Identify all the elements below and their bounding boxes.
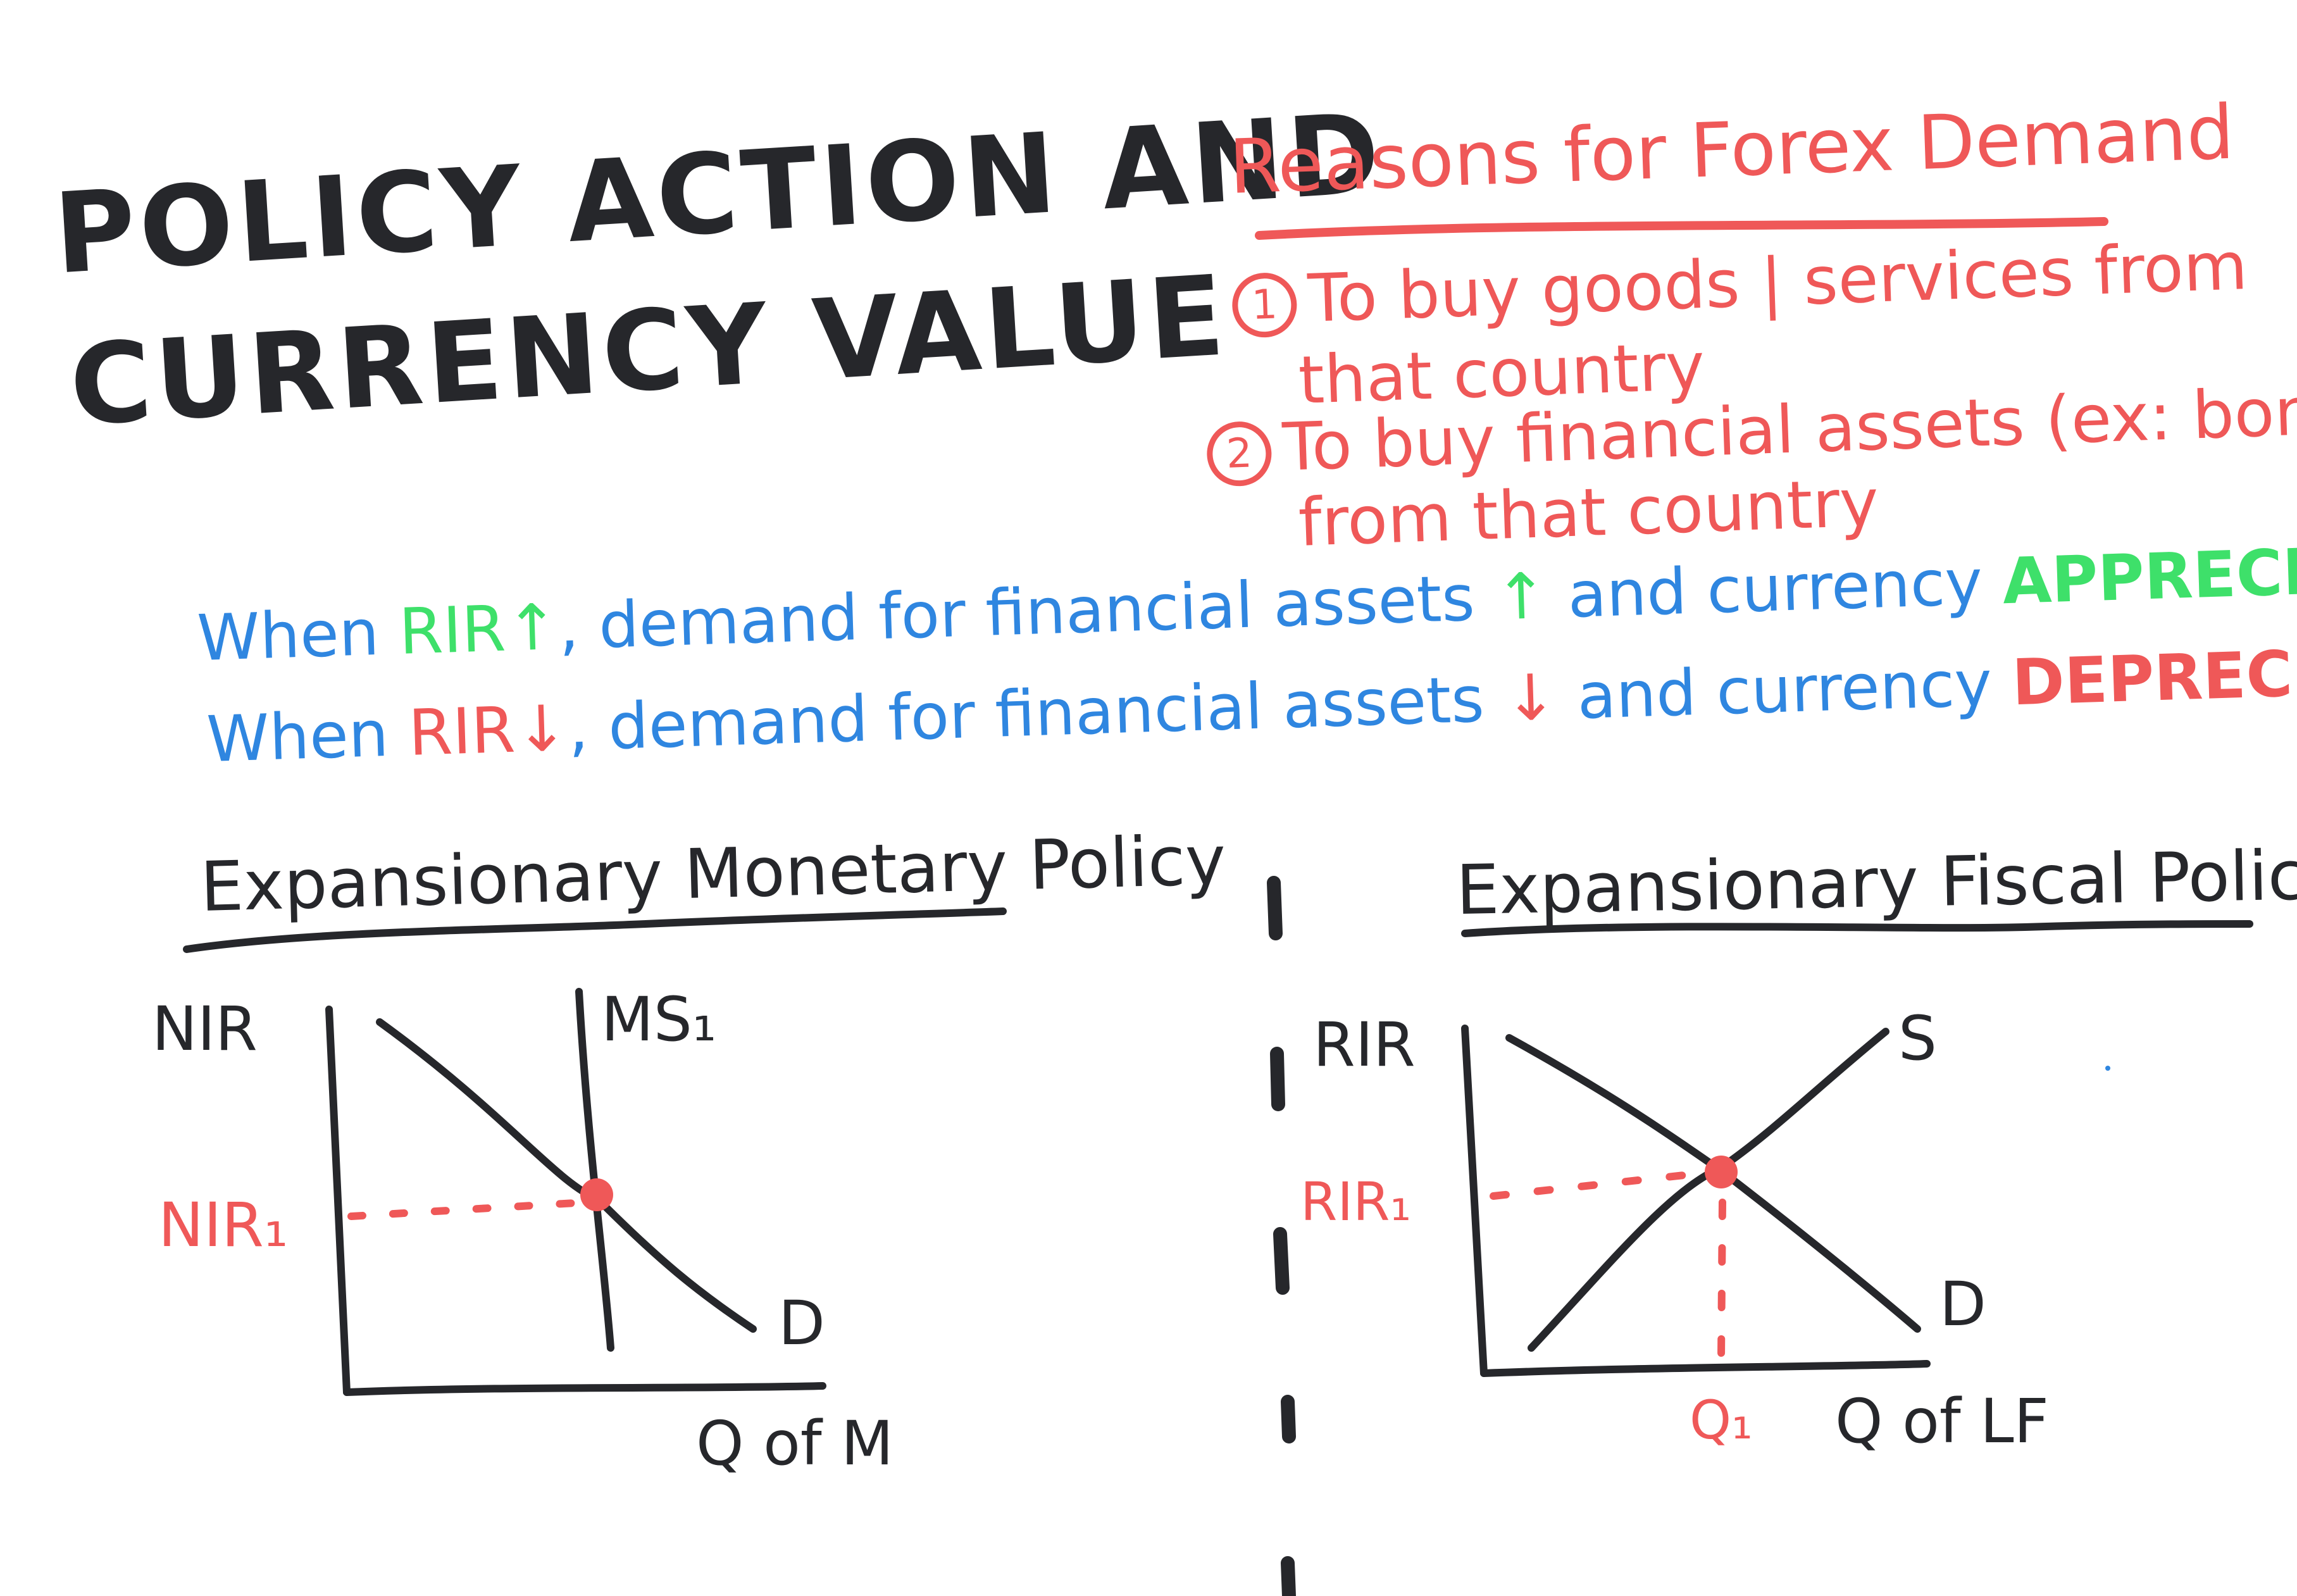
monetary-d-label: D xyxy=(778,1288,825,1359)
fiscal-y-label: RIR xyxy=(1313,1009,1416,1080)
monetary-y-label: NIR xyxy=(152,994,258,1064)
fiscal-x-axis xyxy=(1480,1360,1931,1377)
fiscal-vertical-guide xyxy=(1717,1199,1726,1361)
monetary-equilibrium-label: NIR₁ xyxy=(158,1190,289,1261)
fiscal-title-underline xyxy=(1461,920,2253,937)
stray-dot xyxy=(2105,1066,2110,1071)
monetary-x-label: Q of M xyxy=(696,1408,893,1479)
fiscal-x-label: Q of LF xyxy=(1835,1386,2049,1457)
monetary-y-axis xyxy=(325,1006,351,1396)
fiscal-d-label: D xyxy=(1939,1269,1986,1340)
monetary-equilibrium-point xyxy=(580,1178,613,1211)
fiscal-s-label: S xyxy=(1898,1003,1937,1074)
monetary-dotted-guide xyxy=(347,1199,589,1220)
fiscal-quantity-label: Q₁ xyxy=(1690,1389,1753,1451)
fiscal-equilibrium-label: RIR₁ xyxy=(1300,1171,1412,1233)
monetary-ms-label: MS₁ xyxy=(601,984,717,1055)
monetary-title-underline xyxy=(183,907,1007,953)
monetary-x-axis xyxy=(343,1382,826,1396)
fiscal-equilibrium-point xyxy=(1705,1156,1738,1188)
fiscal-y-axis xyxy=(1461,1025,1488,1377)
fiscal-horizontal-guide xyxy=(1490,1170,1700,1200)
